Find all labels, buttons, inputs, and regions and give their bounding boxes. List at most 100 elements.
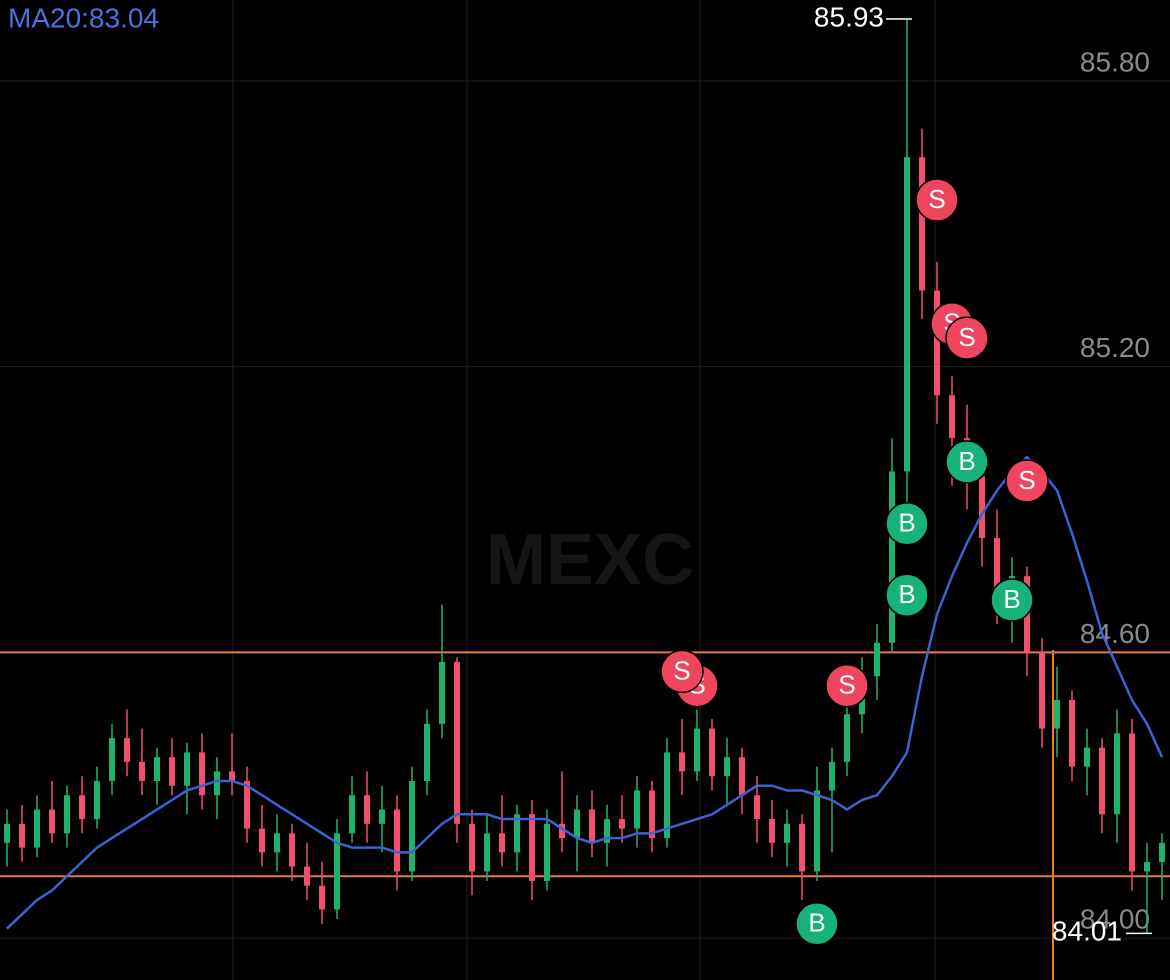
low-label: 84.01	[1052, 916, 1122, 947]
trade-marker-label: S	[958, 322, 975, 352]
candle-body	[529, 814, 535, 881]
candle-body	[4, 823, 10, 843]
candle-body	[244, 780, 250, 829]
candle-body	[769, 819, 775, 843]
candle-body	[829, 761, 835, 791]
candle-body	[784, 823, 790, 843]
candle-body	[754, 795, 760, 820]
candle-body	[439, 661, 445, 724]
candle-body	[334, 833, 340, 910]
candle-body	[619, 819, 625, 829]
trade-marker	[795, 902, 839, 946]
candle-body	[919, 157, 925, 291]
candle-body	[514, 814, 520, 853]
trade-marker-label: B	[1003, 584, 1020, 614]
candle-body	[1069, 700, 1075, 767]
candle-body	[109, 738, 115, 781]
candle-body	[874, 642, 880, 677]
candle-body	[319, 885, 325, 910]
candle-body	[694, 728, 700, 772]
candle-body	[124, 738, 130, 762]
candle-body	[409, 780, 415, 872]
candle-body	[1114, 733, 1120, 815]
candle-body	[544, 823, 550, 881]
candle-body	[139, 761, 145, 781]
candle-body	[274, 833, 280, 853]
trade-marker	[1005, 459, 1049, 503]
candle-body	[814, 790, 820, 872]
candle-body	[289, 833, 295, 867]
trade-marker-label: B	[898, 508, 915, 538]
candle-body	[799, 823, 805, 872]
candle-body	[664, 752, 670, 839]
candle-body	[184, 752, 190, 786]
trade-marker	[660, 649, 704, 694]
candle-body	[604, 819, 610, 843]
candle-body	[1054, 700, 1060, 729]
candle-body	[979, 476, 985, 539]
candle-body	[454, 661, 460, 824]
trade-marker-label: B	[898, 579, 915, 609]
candle-body	[844, 714, 850, 762]
candle-body	[904, 157, 910, 472]
candle-body	[1099, 747, 1105, 815]
trade-marker	[825, 663, 869, 708]
y-tick-label: 85.20	[1080, 332, 1150, 363]
candles	[4, 19, 1165, 934]
candle-body	[199, 752, 205, 796]
candle-body	[949, 395, 955, 439]
watermark: MEXC	[486, 520, 694, 600]
candle-body	[634, 790, 640, 829]
candle-body	[499, 833, 505, 853]
candle-body	[154, 757, 160, 781]
candle-body	[1144, 861, 1150, 872]
ma-legend: MA20:83.04	[8, 2, 159, 33]
candle-body	[994, 538, 1000, 596]
trade-marker	[915, 178, 959, 222]
candle-body	[739, 757, 745, 796]
candle-body	[229, 771, 235, 781]
trade-marker	[885, 573, 929, 617]
trade-marker-label: S	[673, 655, 690, 685]
candle-body	[934, 290, 940, 396]
trade-marker-label: B	[958, 446, 975, 476]
ma-line	[6, 455, 1164, 930]
candle-body	[559, 823, 565, 839]
candle-body	[469, 823, 475, 872]
candle-body	[1084, 747, 1090, 767]
candle-body	[79, 795, 85, 820]
y-tick-label: 84.00	[1080, 903, 1150, 934]
candle-body	[424, 723, 430, 781]
candle-body	[394, 809, 400, 872]
trade-marker	[885, 502, 929, 546]
trade-marker	[945, 316, 989, 360]
trade-marker	[990, 578, 1034, 622]
candle-body	[589, 809, 595, 843]
trade-marker-label: B	[808, 908, 825, 938]
candle-body	[1159, 842, 1165, 862]
candle-body	[64, 795, 70, 834]
y-tick-label: 85.80	[1080, 46, 1150, 77]
vertical-grid	[232, 0, 936, 980]
high-label: 85.93	[814, 1, 884, 32]
candle-body	[679, 752, 685, 772]
candle-body	[364, 795, 370, 824]
candle-body	[1039, 652, 1045, 729]
candle-body	[259, 828, 265, 853]
candle-body	[1129, 733, 1135, 872]
candle-body	[34, 809, 40, 848]
candle-body	[574, 809, 580, 839]
trade-marker-label: S	[838, 670, 855, 700]
candle-body	[94, 780, 100, 820]
candle-body	[49, 809, 55, 834]
candle-body	[349, 795, 355, 834]
trade-marker	[945, 440, 989, 484]
candle-body	[304, 866, 310, 886]
candle-body	[379, 809, 385, 824]
candle-body	[169, 757, 175, 786]
y-tick-label: 84.60	[1080, 618, 1150, 649]
candle-body	[889, 471, 895, 643]
